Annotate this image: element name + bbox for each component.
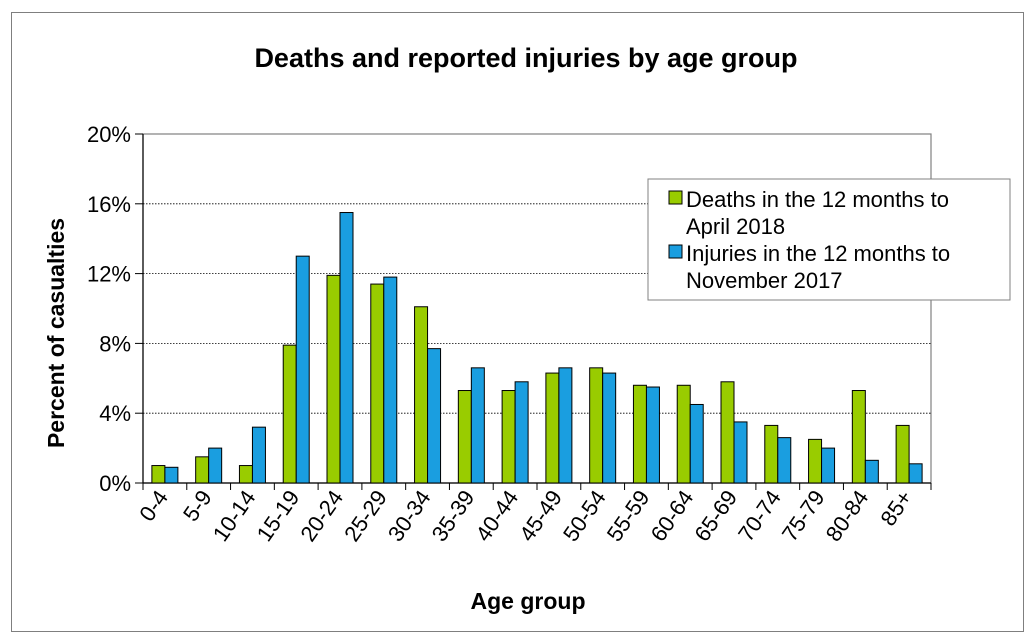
injuries-bar	[777, 437, 792, 484]
x-tick-label: 10-14	[208, 486, 261, 546]
x-tick-label: 25-29	[339, 486, 392, 546]
x-axis-title: Age group	[471, 588, 586, 614]
injuries-bar	[339, 212, 354, 484]
deaths-bar	[676, 384, 691, 484]
injuries-bar	[208, 447, 223, 484]
legend-label: April 2018	[686, 214, 785, 239]
injuries-bar	[427, 348, 442, 484]
y-tick-label: 0%	[99, 471, 131, 496]
injuries-bar	[733, 421, 748, 484]
x-tick-label: 30-34	[383, 486, 436, 546]
legend-box	[647, 178, 1011, 301]
x-tick-label: 0-4	[134, 486, 173, 526]
deaths-bar	[545, 372, 560, 484]
injuries-bar	[164, 466, 179, 484]
x-tick-label: 75-79	[777, 486, 830, 546]
deaths-bar	[589, 367, 604, 484]
deaths-bar	[151, 465, 166, 484]
legend-swatch-deaths	[668, 190, 683, 205]
deaths-bar	[370, 283, 385, 484]
injuries-bar	[821, 447, 836, 484]
injuries-bar	[908, 463, 923, 484]
y-tick-label: 20%	[87, 122, 131, 147]
x-tick-label: 35-39	[427, 486, 480, 546]
x-tick-label: 65-69	[689, 486, 742, 546]
legend-label: Deaths in the 12 months to	[686, 187, 949, 212]
deaths-bar	[195, 456, 210, 484]
deaths-bar	[238, 465, 253, 484]
x-tick-label: 50-54	[558, 486, 611, 546]
bar-chart: Deaths and reported injuries by age grou…	[43, 43, 1011, 614]
y-tick-label: 8%	[99, 331, 131, 356]
x-tick-label: 40-44	[470, 486, 523, 546]
legend-label: November 2017	[686, 268, 843, 293]
x-tick-label: 70-74	[733, 486, 786, 546]
y-tick-label: 4%	[99, 401, 131, 426]
x-tick-label: 55-59	[602, 486, 655, 546]
x-tick-label: 15-19	[252, 486, 305, 546]
x-tick-label: 60-64	[646, 486, 699, 546]
y-tick-label: 16%	[87, 192, 131, 217]
injuries-bar	[689, 403, 704, 484]
deaths-bar	[326, 274, 341, 484]
deaths-bar	[720, 381, 735, 484]
deaths-bar	[632, 384, 647, 484]
injuries-bar	[383, 276, 398, 484]
y-tick-label: 12%	[87, 262, 131, 287]
x-tick-label: 85+	[875, 486, 917, 531]
deaths-bar	[414, 306, 429, 484]
x-tick-label: 5-9	[178, 486, 217, 526]
deaths-bar	[764, 424, 779, 484]
injuries-bar	[251, 426, 266, 484]
injuries-bar	[864, 459, 879, 484]
injuries-bar	[295, 255, 310, 484]
x-tick-label: 45-49	[514, 486, 567, 546]
deaths-bar	[457, 390, 472, 484]
injuries-bar	[470, 367, 485, 484]
injuries-bar	[514, 381, 529, 484]
deaths-bar	[895, 424, 910, 484]
deaths-bar	[282, 344, 297, 484]
injuries-bar	[602, 372, 617, 484]
legend-swatch-injuries	[668, 244, 683, 259]
x-tick-label: 20-24	[295, 486, 348, 546]
injuries-bar	[645, 386, 660, 484]
deaths-bar	[501, 390, 516, 484]
chart-title: Deaths and reported injuries by age grou…	[254, 43, 797, 73]
x-tick-label: 80-84	[821, 486, 874, 546]
plot-area: 0% 4% 8% 12% 16% 20% 0-4 5-910-1415-1920-2425-2…	[87, 122, 932, 546]
injuries-bar	[558, 367, 573, 484]
deaths-bar	[851, 390, 866, 484]
y-axis-title: Percent of casualties	[43, 218, 69, 448]
legend-label: Injuries in the 12 months to	[686, 241, 950, 266]
deaths-bar	[808, 438, 823, 484]
